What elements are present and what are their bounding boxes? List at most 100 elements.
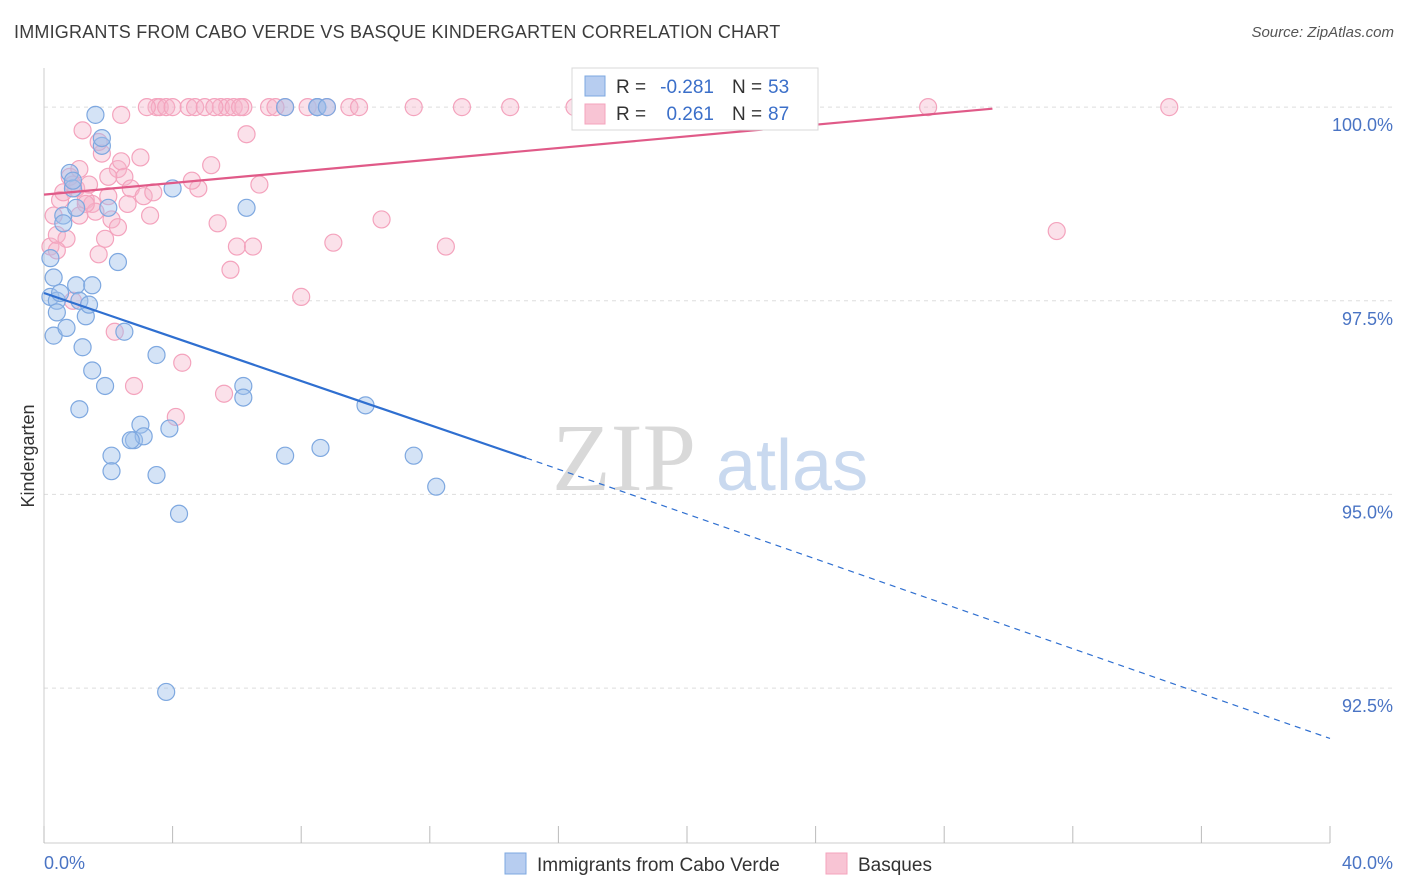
- basques-point: [163, 98, 182, 117]
- basques-point: [224, 98, 243, 117]
- cabo-verde-point: [121, 431, 140, 450]
- basques-point: [137, 98, 156, 117]
- basques-point: [501, 98, 520, 117]
- basques-point: [372, 210, 391, 229]
- stat-legend-r-value-1: -0.281: [660, 77, 714, 98]
- cabo-verde-point: [92, 136, 111, 155]
- cabo-verde-point: [70, 400, 89, 419]
- basques-point: [227, 237, 246, 256]
- basques-point: [124, 376, 144, 396]
- axes: [43, 68, 1331, 844]
- cabo-verde-point: [147, 465, 166, 485]
- cabo-verde-point: [102, 462, 121, 481]
- cabo-verde-point: [67, 198, 86, 217]
- legend-label-cabo-verde: Immigrants from Cabo Verde: [537, 855, 780, 876]
- cabo-verde-point: [427, 477, 446, 496]
- cabo-verde-point: [160, 419, 179, 438]
- chart-title: IMMIGRANTS FROM CABO VERDE VS BASQUE KIN…: [14, 22, 781, 42]
- x-tick-label: 0.0%: [44, 853, 85, 873]
- cabo-verde-point: [234, 388, 253, 407]
- basques-point: [404, 98, 423, 117]
- basques-point: [340, 98, 359, 117]
- cabo-verde-point: [83, 276, 102, 295]
- basques-point: [92, 144, 111, 163]
- stat-legend-n-value-1: 53: [768, 77, 789, 98]
- basques-point: [186, 98, 205, 117]
- basques-point: [231, 98, 250, 117]
- basques-point: [150, 98, 169, 117]
- stat-legend-pink-swatch: [584, 103, 606, 125]
- cabo-verde-point: [169, 504, 189, 523]
- cabo-verde-point: [41, 249, 60, 268]
- basques-point: [243, 237, 263, 256]
- basques-point: [452, 98, 472, 117]
- basques-point: [89, 245, 108, 264]
- basques-point: [112, 105, 131, 124]
- cabo-verde-point: [86, 105, 105, 124]
- cabo-verde-point: [47, 303, 66, 322]
- cabo-verde-point: [54, 214, 73, 233]
- chart-source: Source: ZipAtlas.com: [1251, 24, 1394, 41]
- cabo-verde-point: [317, 98, 337, 117]
- cabo-verde-point: [276, 98, 295, 117]
- basques-point: [157, 98, 176, 117]
- basques-point: [57, 229, 76, 248]
- cabo-verde-point: [67, 276, 86, 295]
- stat-legend-blue-swatch: [584, 75, 606, 97]
- basques-point: [118, 194, 137, 214]
- y-tick-label: 95.0%: [1342, 502, 1393, 522]
- basques-point: [108, 218, 128, 237]
- basques-point: [205, 98, 224, 117]
- cabo-verde-point: [83, 361, 102, 380]
- basques-point: [259, 98, 279, 117]
- basques-point: [195, 98, 214, 117]
- basques-point: [208, 214, 227, 233]
- cabo-verde-point: [102, 446, 121, 465]
- stat-legend-n-label-1: N =: [732, 77, 762, 98]
- basques-point: [173, 353, 192, 372]
- basques-point: [349, 98, 369, 117]
- x-tick-label: 40.0%: [1342, 853, 1393, 873]
- cabo-verde-point: [70, 291, 89, 310]
- cabo-verde-point: [131, 415, 150, 434]
- y-axis-title: Kindergarten: [18, 404, 38, 507]
- basques-point: [1160, 98, 1179, 117]
- cabo-verde-point: [308, 98, 327, 117]
- stat-legend-n-label-2: N =: [732, 104, 762, 125]
- cabo-verde-point: [92, 128, 111, 148]
- basques-points: [41, 98, 1179, 427]
- legend-swatch-basques: [825, 852, 848, 875]
- cabo-verde-point: [147, 345, 166, 365]
- basques-point: [237, 125, 256, 144]
- basques-point: [44, 206, 63, 225]
- cabo-verde-point: [237, 198, 256, 217]
- basques-point: [919, 98, 938, 117]
- cabo-verde-point: [44, 268, 63, 287]
- legend-swatch-cabo-verde: [504, 852, 527, 875]
- y-tick-label: 100.0%: [1332, 115, 1393, 135]
- cabo-verde-point: [63, 171, 83, 190]
- basques-point: [112, 152, 131, 171]
- legend-label-basques: Basques: [858, 855, 932, 876]
- basques-point: [1047, 221, 1066, 241]
- basques-point: [250, 175, 269, 194]
- series-legend: Immigrants from Cabo Verde Basques: [504, 852, 932, 876]
- cabo-verde-point: [99, 198, 118, 217]
- cabo-verde-point: [115, 322, 134, 341]
- basques-point: [218, 98, 237, 117]
- basques-point: [73, 121, 92, 140]
- x-tick-labels: 0.0% 40.0%: [44, 853, 1393, 873]
- basques-point: [166, 407, 185, 427]
- basques-point: [105, 322, 124, 341]
- stat-legend-r-label-2: R =: [616, 104, 646, 125]
- basques-point: [115, 167, 134, 186]
- stat-legend-frame: [571, 67, 819, 131]
- stat-legend-r-value-2: 0.261: [666, 104, 714, 125]
- basques-point: [266, 98, 285, 117]
- cabo-verde-point: [57, 318, 76, 337]
- basques-point: [99, 167, 118, 186]
- stat-legend-n-value-2: 87: [768, 104, 789, 125]
- basques-point: [95, 229, 115, 248]
- watermark-zip: ZIP: [552, 404, 696, 511]
